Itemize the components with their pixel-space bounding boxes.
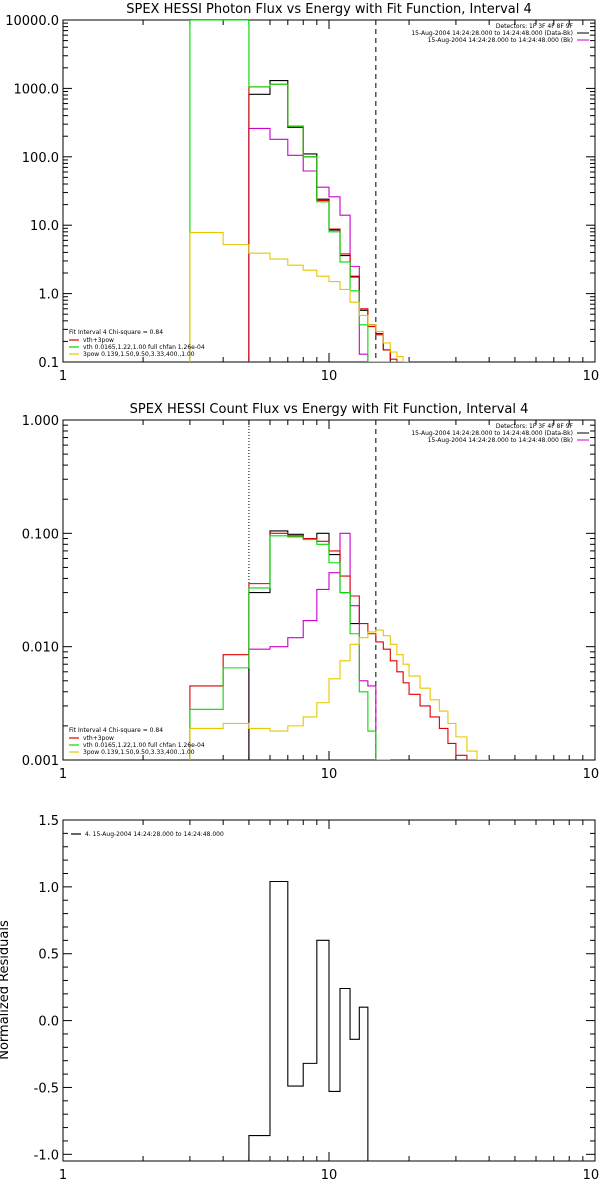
residuals-y-tick-label: -1.0	[34, 1148, 59, 1163]
photon-flux-legend-label: vth 0.0165,1.22,1.00 full chfan 1.26e-04	[83, 344, 205, 351]
residuals-y-tick-label: -0.5	[34, 1081, 59, 1096]
count-flux-legend-title: Fit Interval 4 Chi-square = 0.84	[69, 727, 163, 734]
count-flux-title: SPEX HESSI Count Flux vs Energy with Fit…	[130, 402, 529, 417]
count-flux-y-tick-label: 1.000	[22, 414, 59, 429]
residuals-y-tick-label: 1.5	[38, 814, 59, 829]
count-flux-axes-frame	[62, 419, 596, 761]
residuals-x-tick-label: 10	[321, 1168, 338, 1183]
photon-flux-title: SPEX HESSI Photon Flux vs Energy with Fi…	[126, 2, 532, 17]
photon-flux-legend-label: 3pow 0.139,1.50,9.50,3.33,400.,1.00	[83, 351, 195, 358]
count-flux-y-tick-label: 0.001	[22, 754, 59, 769]
count-flux-3pow-line	[189, 629, 490, 760]
count-flux-series-group	[189, 530, 490, 760]
photon-flux-x-tick-label: 1	[59, 369, 67, 384]
count-flux-x-tick-label: 1	[59, 767, 67, 782]
photon-flux-y-tick-label: 1.0	[38, 288, 59, 303]
count-flux-info-line: 15-Aug-2004 14:24:28.000 to 14:24:48.000…	[428, 437, 573, 444]
residuals-y-tick-label: 0.0	[38, 1015, 59, 1030]
residuals-series-0-line	[248, 880, 376, 1161]
residuals-y-tick-label: 0.5	[38, 948, 59, 963]
photon-flux-legend-title: Fit Interval 4 Chi-square = 0.84	[69, 329, 163, 336]
count-flux-series-0-line	[248, 532, 391, 760]
photon-flux-x-tick-label: 100	[583, 369, 600, 384]
photon-flux-info-line: 15-Aug-2004 14:24:28.000 to 14:24:48.000…	[428, 37, 573, 44]
count-flux-vth-line	[189, 535, 391, 760]
count-flux-y-tick-label: 0.100	[22, 527, 59, 542]
count-flux-legend-label: vth 0.0165,1.22,1.00 full chfan 1.26e-04	[83, 742, 205, 749]
count-flux-info-line: Detectors: 1F 3F 4F 8F 9F	[496, 423, 574, 430]
count-flux-legend-label: vth+3pow	[83, 735, 114, 742]
count-flux-series-1-line	[248, 530, 360, 760]
photon-flux-series-0-line	[248, 127, 410, 362]
photon-flux-3pow-line	[189, 232, 410, 362]
residuals-panel: Normalized Residuals 1 10 100 -1.0 -0.5 0.0 0.…	[0, 814, 600, 1183]
photon-flux-y-tick-label: 10000.0	[5, 14, 59, 29]
photon-flux-y-tick-label: 0.1	[38, 356, 59, 371]
count-flux-info-line: 15-Aug-2004 14:24:28.000 to 14:24:48.000…	[411, 430, 573, 437]
count-flux-legend-label: 3pow 0.139,1.50,9.50,3.33,400.,1.00	[83, 749, 195, 756]
photon-flux-info-line: 15-Aug-2004 14:24:28.000 to 14:24:48.000…	[411, 30, 573, 37]
count-flux-vth-3pow-line	[189, 532, 477, 760]
photon-flux-y-tick-label: 10.0	[30, 219, 59, 234]
residuals-x-tick-label: 1	[59, 1168, 67, 1183]
photon-flux-x-tick-label: 10	[321, 369, 338, 384]
residuals-x-tick-label: 100	[583, 1168, 600, 1183]
count-flux-x-tick-label: 10	[321, 767, 338, 782]
photon-flux-series-group	[189, 20, 410, 362]
photon-flux-info-line: Detectors: 1F 3F 4F 8F 9F	[496, 23, 574, 30]
photon-flux-panel: SPEX HESSI Photon Flux vs Energy with Fi…	[5, 2, 600, 384]
residuals-y-tick-label: 1.0	[38, 881, 59, 896]
photon-flux-vth-line	[189, 20, 410, 362]
photon-flux-y-tick-label: 100.0	[22, 151, 59, 166]
count-flux-x-tick-label: 100	[583, 767, 600, 782]
residuals-ylabel: Normalized Residuals	[0, 920, 12, 1060]
residuals-series-group	[248, 880, 376, 1161]
photon-flux-legend-label: vth+3pow	[83, 337, 114, 344]
count-flux-y-tick-label: 0.010	[22, 641, 59, 656]
photon-flux-y-tick-label: 1000.0	[14, 82, 60, 97]
count-flux-panel: SPEX HESSI Count Flux vs Energy with Fit…	[22, 402, 600, 782]
residuals-legend-label: 4. 15-Aug-2004 14:24:28.000 to 14:24:48.…	[85, 831, 224, 838]
